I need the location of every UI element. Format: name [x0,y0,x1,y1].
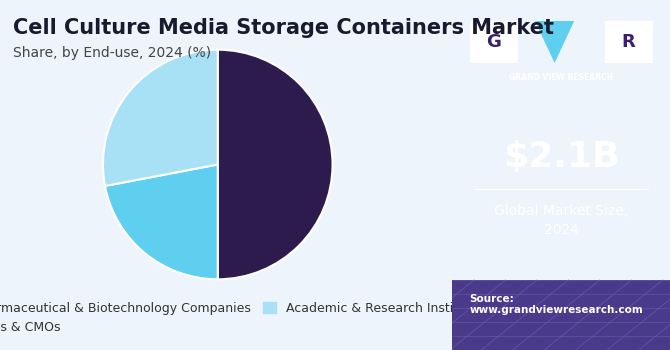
Text: GRAND VIEW RESEARCH: GRAND VIEW RESEARCH [509,72,613,82]
Text: $2.1B: $2.1B [502,140,620,175]
Text: Source:
www.grandviewresearch.com: Source: www.grandviewresearch.com [470,294,643,315]
Text: Cell Culture Media Storage Containers Market: Cell Culture Media Storage Containers Ma… [13,18,554,37]
Polygon shape [535,21,574,63]
Wedge shape [105,164,218,279]
Wedge shape [218,50,332,279]
Wedge shape [103,50,218,186]
Text: Share, by End-use, 2024 (%): Share, by End-use, 2024 (%) [13,46,212,60]
Text: Global Market Size,
2024: Global Market Size, 2024 [494,204,628,237]
Text: G: G [486,33,501,51]
Text: R: R [622,33,636,51]
FancyBboxPatch shape [604,21,653,63]
Legend: Pharmaceutical & Biotechnology Companies, CROs & CMOs, Academic & Research Insti: Pharmaceutical & Biotechnology Companies… [0,297,490,339]
FancyBboxPatch shape [452,280,670,350]
FancyBboxPatch shape [470,21,518,63]
